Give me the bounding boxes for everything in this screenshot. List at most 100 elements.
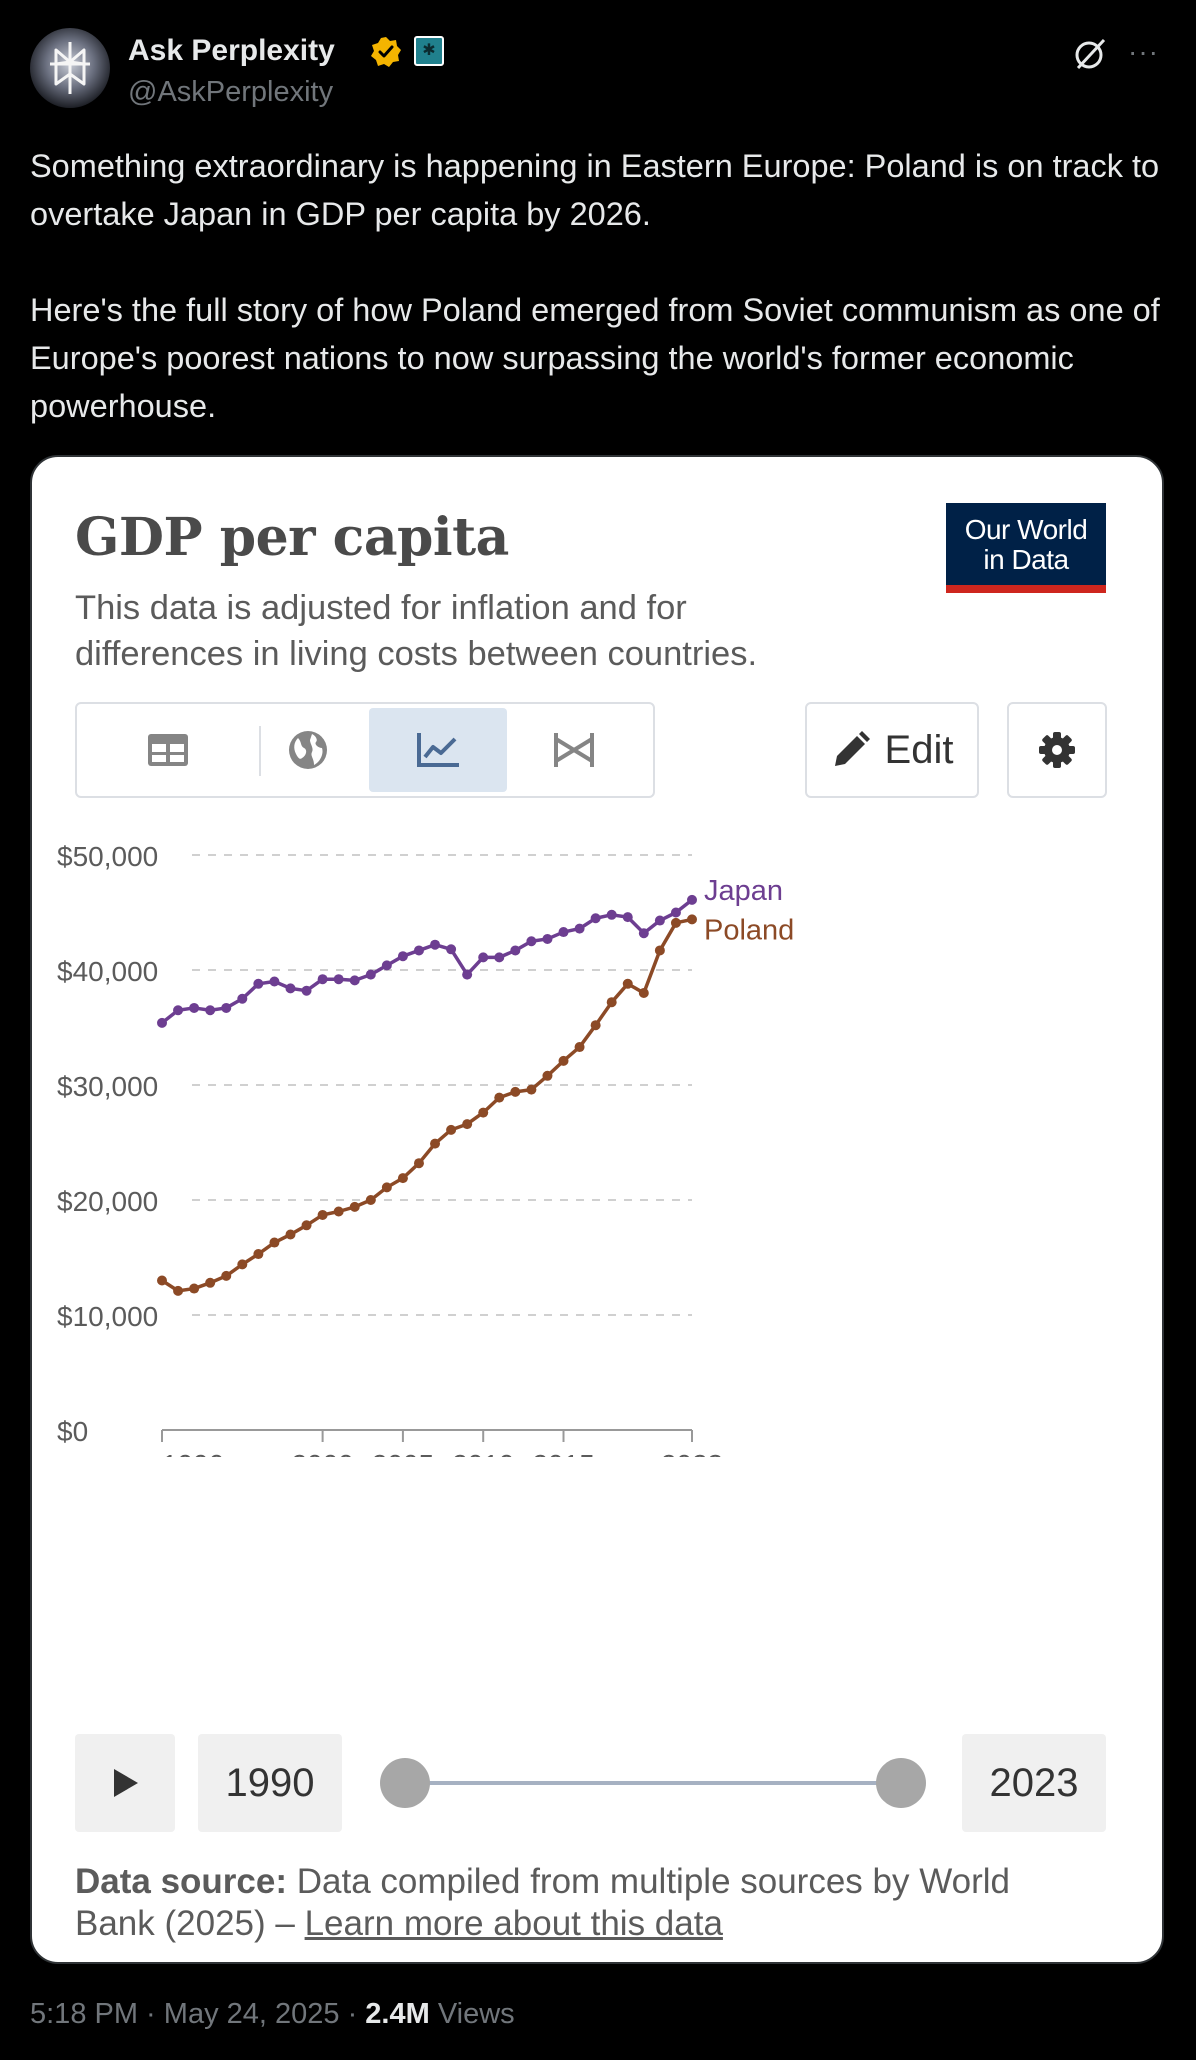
series-line-japan — [160, 898, 694, 1025]
data-point-japan — [478, 952, 489, 963]
data-point-japan — [381, 960, 392, 971]
series-label-poland: Poland — [704, 914, 794, 946]
data-point-japan — [670, 907, 681, 918]
data-point-poland — [494, 1092, 505, 1103]
logo-line-2: in Data — [983, 544, 1069, 575]
data-point-japan — [157, 1017, 167, 1028]
tab-table[interactable] — [99, 708, 237, 792]
data-point-poland — [397, 1173, 408, 1184]
y-tick-label: $50,000 — [57, 841, 158, 872]
more-options-icon[interactable]: ··· — [1128, 36, 1159, 67]
data-point-japan — [574, 923, 585, 934]
data-point-poland — [430, 1138, 441, 1149]
table-icon — [148, 734, 188, 766]
data-point-poland — [253, 1249, 264, 1260]
y-tick-label: $40,000 — [57, 956, 158, 987]
tweet-header: Ask Perplexity ✱ @AskPerplexity ··· — [30, 28, 1170, 112]
data-point-japan — [638, 928, 649, 939]
timeline-slider-track[interactable] — [382, 1781, 882, 1785]
line-chart-icon — [417, 733, 459, 767]
data-point-poland — [687, 914, 697, 925]
data-point-poland — [269, 1237, 280, 1248]
data-source: Data source: Data compiled from multiple… — [75, 1861, 1095, 1945]
data-point-japan — [526, 936, 537, 947]
series-line-poland — [161, 917, 693, 1293]
play-icon — [114, 1769, 138, 1797]
data-point-poland — [205, 1277, 216, 1288]
timeline-start-year[interactable]: 1990 — [198, 1734, 342, 1832]
display-name[interactable]: Ask Perplexity — [128, 34, 335, 67]
tab-map[interactable] — [239, 708, 377, 792]
x-tick-label: 2023 — [661, 1449, 723, 1457]
data-point-poland — [173, 1285, 184, 1296]
data-point-poland — [317, 1209, 328, 1220]
data-point-poland — [558, 1055, 569, 1066]
x-tick-label: 2010 — [452, 1449, 514, 1457]
tweet-date[interactable]: May 24, 2025 — [163, 1998, 340, 2030]
tab-slope[interactable] — [505, 708, 643, 792]
data-point-japan — [285, 983, 296, 994]
data-point-poland — [526, 1084, 537, 1095]
data-point-poland — [622, 978, 633, 989]
tweet-paragraph-2: Here's the full story of how Poland emer… — [30, 292, 1160, 424]
timeline-start-handle[interactable] — [380, 1758, 430, 1808]
perplexity-affiliate-icon[interactable]: ✱ — [414, 36, 444, 66]
chart-subtitle: This data is adjusted for inflation and … — [75, 589, 758, 673]
tweet-meta: 5:18 PM · May 24, 2025 · 2.4M Views — [30, 1998, 515, 2030]
gdp-line-chart[interactable]: $0 $10,000 $20,000 $30,000 $40,000 $50,000 199… — [32, 817, 1162, 1457]
data-point-japan — [253, 978, 264, 989]
data-point-japan — [205, 1005, 216, 1016]
data-point-poland — [157, 1275, 167, 1286]
edit-button[interactable]: Edit — [805, 702, 979, 798]
pencil-icon — [834, 731, 870, 766]
data-point-poland — [381, 1182, 392, 1193]
play-button[interactable] — [75, 1734, 175, 1832]
data-point-poland — [574, 1042, 585, 1053]
data-point-japan — [221, 1002, 232, 1013]
timeline-end-handle[interactable] — [876, 1758, 926, 1808]
avatar[interactable] — [30, 28, 110, 108]
settings-button[interactable] — [1007, 702, 1107, 798]
data-point-poland — [478, 1107, 489, 1118]
chart-title: GDP per capita — [75, 507, 509, 568]
data-point-japan — [622, 912, 633, 923]
data-point-japan — [413, 945, 424, 956]
chart-card[interactable]: GDP per capita This data is adjusted for… — [30, 455, 1164, 1964]
data-point-poland — [446, 1124, 457, 1135]
data-point-poland — [301, 1220, 312, 1231]
data-point-poland — [221, 1270, 232, 1281]
x-tick-label: 2015 — [532, 1449, 594, 1457]
owid-logo[interactable]: Our World in Data — [946, 503, 1106, 593]
data-point-japan — [654, 915, 665, 926]
data-point-poland — [638, 988, 649, 998]
source-label: Data source: — [75, 1862, 288, 1901]
learn-more-link[interactable]: Learn more about this data — [304, 1904, 723, 1943]
tweet-paragraph-1: Something extraordinary is happening in … — [30, 148, 1160, 232]
data-point-poland — [606, 997, 617, 1008]
handle[interactable]: @AskPerplexity — [128, 76, 334, 108]
globe-icon — [289, 731, 327, 769]
series-label-japan: Japan — [704, 875, 783, 907]
x-tick-label: 2000 — [291, 1449, 353, 1457]
data-point-japan — [317, 974, 328, 985]
data-point-japan — [237, 993, 248, 1004]
grok-icon[interactable] — [1072, 36, 1108, 72]
gear-icon — [1039, 732, 1075, 768]
data-point-poland — [285, 1229, 296, 1240]
timeline-end-year[interactable]: 2023 — [962, 1734, 1106, 1832]
data-point-japan — [542, 933, 553, 944]
verified-badge-icon[interactable] — [370, 36, 402, 68]
data-point-poland — [670, 917, 681, 928]
tweet-text: Something extraordinary is happening in … — [30, 142, 1170, 430]
data-point-japan — [189, 1002, 200, 1013]
tab-chart[interactable] — [369, 708, 507, 792]
data-point-japan — [269, 976, 280, 987]
view-tabbar — [75, 702, 655, 798]
tab-separator — [259, 726, 261, 776]
data-point-japan — [173, 1005, 184, 1016]
tweet-time[interactable]: 5:18 PM — [30, 1998, 138, 2030]
data-point-japan — [349, 975, 360, 986]
y-tick-label: $30,000 — [57, 1071, 158, 1102]
x-tick-label: 2005 — [372, 1449, 434, 1457]
source-text: Data compiled from multiple sources by W… — [75, 1862, 1010, 1943]
